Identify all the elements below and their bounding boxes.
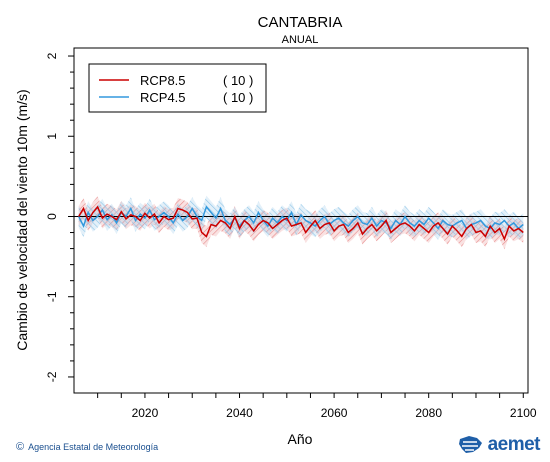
x-axis-label: Año	[288, 431, 313, 447]
y-tick-label-1: 1	[45, 133, 59, 140]
legend-box	[88, 63, 267, 113]
x-tick-label-2080: 2080	[415, 406, 442, 420]
legend-label-rcp85: RCP8.5	[140, 73, 186, 88]
x-tick-label-2060: 2060	[321, 406, 348, 420]
y-tick-label-0: 0	[45, 213, 59, 220]
aemet-logo-text: aemet	[487, 434, 541, 455]
plot-area	[74, 195, 528, 250]
x-tick-label-2020: 2020	[132, 406, 159, 420]
x-tick-label-2040: 2040	[226, 406, 253, 420]
series-line-rcp85	[78, 205, 524, 241]
legend-count-rcp45: ( 10 )	[223, 90, 253, 105]
series-line-rcp45	[78, 205, 524, 230]
y-axis-label: Cambio de velocidad del viento 10m (m/s)	[14, 89, 30, 350]
legend-label-rcp45: RCP4.5	[140, 90, 186, 105]
y-tick-label--1: -1	[45, 291, 59, 302]
chart-title: CANTABRIA	[258, 14, 343, 31]
legend: RCP8.5 ( 10 ) RCP4.5 ( 10 )	[88, 63, 267, 113]
axes: 2020 2040 2060 2080 2100 2 1 0 -1 -2	[45, 52, 537, 420]
footer-credit: © Agencia Estatal de Meteorología	[16, 441, 158, 453]
aemet-logo-icon	[458, 436, 482, 453]
y-tick-label-2: 2	[45, 52, 59, 59]
legend-count-rcp85: ( 10 )	[223, 73, 253, 88]
plot-frame	[73, 47, 529, 394]
credit-text: Agencia Estatal de Meteorología	[28, 442, 159, 452]
x-tick-label-2100: 2100	[510, 406, 537, 420]
aemet-logo: aemet	[457, 434, 541, 456]
y-tick-label--2: -2	[45, 371, 59, 382]
chart-subtitle: ANUAL	[282, 34, 319, 46]
copyright-symbol: ©	[16, 441, 25, 453]
